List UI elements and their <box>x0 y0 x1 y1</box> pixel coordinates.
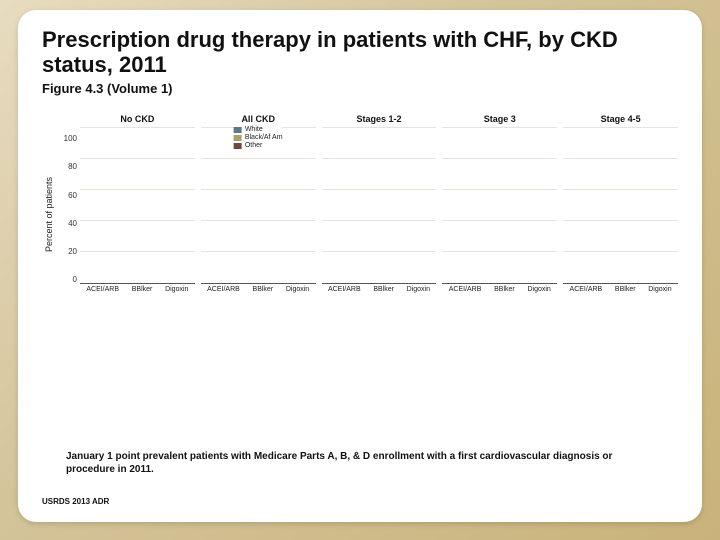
y-axis-label: Percent of patients <box>42 114 56 314</box>
x-ticks: ACEI/ARB BBlker Digoxin <box>442 286 557 293</box>
chart-panels: No CKDACEI/ARBBBlkerDigoxinAll CKDWhiteB… <box>80 114 678 314</box>
x-tick: Digoxin <box>407 286 430 293</box>
subplot-title: No CKD <box>80 114 195 128</box>
subplot: No CKD ACEI/ARB BBlker Digoxin <box>80 114 195 314</box>
x-tick: BBlker <box>494 286 515 293</box>
x-tick: ACEI/ARB <box>449 286 482 293</box>
subplot: Stages 1-2 ACEI/ARB BBlker Digoxin <box>322 114 437 314</box>
x-ticks: ACEI/ARB BBlker Digoxin <box>80 286 195 293</box>
legend-swatch <box>234 135 242 141</box>
legend-item: Other <box>234 142 283 149</box>
subplot: Stage 3 ACEI/ARB BBlker Digoxin <box>442 114 557 314</box>
chart-caption: January 1 point prevalent patients with … <box>66 451 654 476</box>
bar-groups <box>563 128 678 283</box>
page-title: Prescription drug therapy in patients wi… <box>42 28 678 77</box>
x-ticks: ACEI/ARB BBlker Digoxin <box>201 286 316 293</box>
figure-number: Figure 4.3 (Volume 1) <box>42 81 678 96</box>
chart: Percent of patients 100 80 60 40 20 0 No CKD A… <box>42 114 678 314</box>
plot-area <box>80 128 195 284</box>
bar-groups <box>442 128 557 283</box>
x-tick: ACEI/ARB <box>207 286 240 293</box>
legend-label: White <box>245 126 263 133</box>
content-panel: Prescription drug therapy in patients wi… <box>18 10 702 522</box>
x-tick: ACEI/ARB <box>86 286 119 293</box>
legend-label: Black/Af Am <box>245 134 283 141</box>
subplot-title: Stages 1-2 <box>322 114 437 128</box>
x-tick: BBlker <box>373 286 394 293</box>
subplot: All CKDWhiteBlack/Af AmOtherACEI/ARBBBlk… <box>201 114 316 314</box>
footer-source: USRDS 2013 ADR <box>42 497 109 506</box>
subplot-title: Stage 4-5 <box>563 114 678 128</box>
legend-item: Black/Af Am <box>234 134 283 141</box>
plot-area <box>442 128 557 284</box>
y-axis-ticks: 100 80 60 40 20 0 <box>56 134 80 284</box>
x-tick: BBlker <box>132 286 153 293</box>
x-tick: Digoxin <box>165 286 188 293</box>
slide-background: Prescription drug therapy in patients wi… <box>0 0 720 540</box>
y-tick: 80 <box>56 162 77 171</box>
legend-swatch <box>234 143 242 149</box>
x-tick: ACEI/ARB <box>570 286 603 293</box>
x-tick: Digoxin <box>527 286 550 293</box>
x-ticks: ACEI/ARB BBlker Digoxin <box>563 286 678 293</box>
y-tick: 20 <box>56 247 77 256</box>
legend-swatch <box>234 127 242 133</box>
legend-label: Other <box>245 142 263 149</box>
bar-groups <box>80 128 195 283</box>
x-tick: Digoxin <box>286 286 309 293</box>
subplot: Stage 4-5 ACEI/ARB BBlker Digoxin <box>563 114 678 314</box>
plot-area: WhiteBlack/Af AmOther <box>201 128 316 284</box>
x-tick: ACEI/ARB <box>328 286 361 293</box>
x-ticks: ACEI/ARB BBlker Digoxin <box>322 286 437 293</box>
x-tick: BBlker <box>615 286 636 293</box>
subplot-title: Stage 3 <box>442 114 557 128</box>
y-tick: 40 <box>56 219 77 228</box>
legend-item: White <box>234 126 283 133</box>
legend: WhiteBlack/Af AmOther <box>234 126 283 149</box>
x-tick: BBlker <box>253 286 274 293</box>
y-tick: 0 <box>56 275 77 284</box>
y-tick: 60 <box>56 191 77 200</box>
x-tick: Digoxin <box>648 286 671 293</box>
bar-groups <box>201 128 316 283</box>
plot-area <box>322 128 437 284</box>
y-tick: 100 <box>56 134 77 143</box>
bar-groups <box>322 128 437 283</box>
plot-area <box>563 128 678 284</box>
